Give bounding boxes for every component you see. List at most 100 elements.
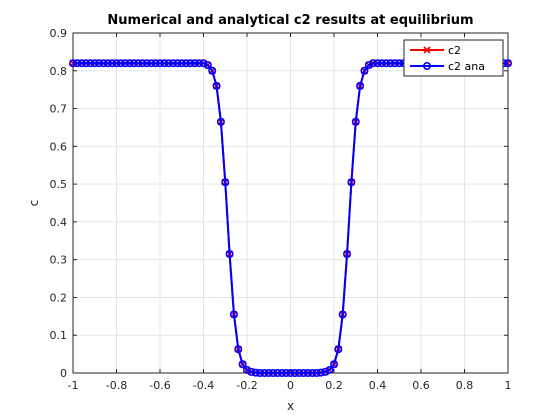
data-point — [208, 66, 217, 75]
data-point — [243, 365, 252, 374]
data-point — [125, 59, 134, 68]
data-point — [151, 59, 160, 68]
data-point — [334, 345, 343, 354]
data-point — [77, 59, 86, 68]
data-point — [225, 250, 234, 259]
data-point — [303, 368, 312, 377]
data-point — [395, 59, 404, 68]
legend-label: c2 — [448, 44, 461, 57]
data-point — [212, 81, 221, 90]
y-tick-label: 0.6 — [50, 140, 68, 153]
data-point — [286, 368, 295, 377]
data-point — [169, 59, 178, 68]
data-point — [290, 368, 299, 377]
data-point — [260, 368, 269, 377]
data-point — [199, 59, 208, 68]
data-point — [325, 365, 334, 374]
data-point — [116, 59, 125, 68]
y-axis-ticks: 0 0.1 0.2 0.3 0.4 0.5 0.6 0.7 0.8 0.9 — [50, 27, 508, 380]
data-point — [138, 59, 147, 68]
data-point — [190, 59, 199, 68]
data-point — [390, 59, 399, 68]
y-tick-label: 0.3 — [50, 254, 68, 267]
data-point — [129, 59, 138, 68]
y-tick-label: 0.9 — [50, 27, 68, 40]
legend: c2 c2 ana — [403, 39, 504, 77]
data-point — [329, 360, 338, 369]
data-point — [295, 368, 304, 377]
legend-item: c2 — [410, 44, 461, 57]
data-point — [73, 59, 82, 68]
legend-marker — [422, 61, 431, 70]
y-tick-label: 0 — [60, 367, 67, 380]
x-tick-label: 0.2 — [325, 379, 343, 392]
x-axis-ticks: -1 -0.8 -0.6 -0.4 -0.2 0 0.2 0.4 0.6 0.8 1 — [68, 33, 512, 392]
y-tick-label: 0.2 — [50, 291, 68, 304]
data-point — [90, 59, 99, 68]
data-point — [164, 59, 173, 68]
data-point — [377, 59, 386, 68]
data-point — [186, 59, 195, 68]
y-tick-label: 0.7 — [50, 103, 68, 116]
x-tick-label: 0.6 — [412, 379, 430, 392]
data-point — [360, 66, 369, 75]
data-point — [160, 59, 169, 68]
data-point — [299, 368, 308, 377]
x-tick-label: 1 — [505, 379, 512, 392]
data-point — [147, 59, 156, 68]
legend-box — [403, 39, 504, 77]
data-point — [343, 250, 352, 259]
data-point — [156, 59, 165, 68]
data-point — [382, 59, 391, 68]
data-point — [69, 59, 78, 68]
x-tick-label: -0.8 — [106, 379, 127, 392]
data-point — [203, 61, 212, 70]
data-point — [173, 59, 182, 68]
x-tick-label: 0 — [287, 379, 294, 392]
y-tick-label: 0.1 — [50, 329, 68, 342]
data-point — [269, 368, 278, 377]
data-point — [95, 59, 104, 68]
y-axis-label: c — [27, 200, 41, 207]
chart-title: Numerical and analytical c2 results at e… — [107, 13, 473, 28]
data-point — [264, 368, 273, 377]
data-point — [364, 61, 373, 70]
data-point — [256, 368, 265, 377]
data-point — [356, 81, 365, 90]
x-marker-stroke — [423, 46, 431, 54]
data-point — [195, 59, 204, 68]
data-point — [121, 59, 130, 68]
y-tick-label: 0.5 — [50, 178, 68, 191]
legend-label: c2 ana — [448, 60, 485, 73]
data-point — [277, 368, 286, 377]
y-tick-label: 0.4 — [50, 216, 68, 229]
legend-item: c2 ana — [410, 60, 485, 73]
data-point — [238, 360, 247, 369]
data-point — [234, 345, 243, 354]
x-tick-label: 0.8 — [456, 379, 474, 392]
x-tick-label: 0.4 — [369, 379, 387, 392]
data-point — [312, 368, 321, 377]
data-point — [216, 117, 225, 126]
data-point — [316, 368, 325, 377]
data-point — [134, 59, 143, 68]
data-point — [503, 59, 512, 68]
data-point — [321, 367, 330, 376]
data-point — [86, 59, 95, 68]
data-point — [112, 59, 121, 68]
data-point — [273, 368, 282, 377]
x-tick-label: -1 — [68, 379, 79, 392]
data-point — [347, 178, 356, 187]
data-point — [229, 310, 238, 319]
legend-marker — [423, 46, 431, 54]
data-point — [386, 59, 395, 68]
data-point — [247, 367, 256, 376]
data-point — [251, 368, 260, 377]
data-point — [373, 59, 382, 68]
x-tick-label: -0.4 — [193, 379, 214, 392]
data-point — [177, 59, 186, 68]
data-point — [351, 117, 360, 126]
x-axis-label: x — [287, 399, 294, 413]
data-point — [103, 59, 112, 68]
